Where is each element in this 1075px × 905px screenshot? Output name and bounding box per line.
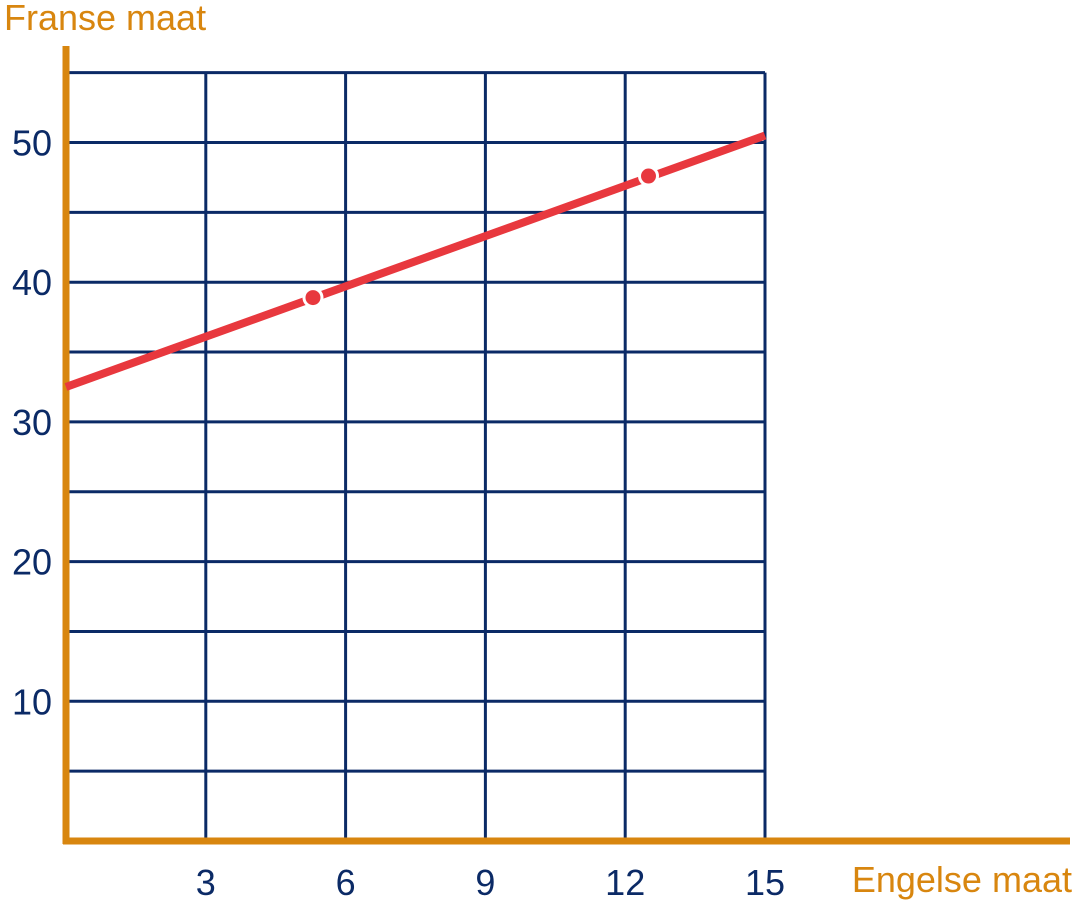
y-tick-label: 50 xyxy=(12,123,52,164)
x-axis-title: Engelse maat xyxy=(852,859,1072,900)
data-point xyxy=(302,287,324,309)
y-axis-title: Franse maat xyxy=(4,0,206,38)
data-series xyxy=(64,131,767,391)
y-tick-label: 10 xyxy=(12,681,52,722)
x-tick-label: 9 xyxy=(475,862,495,903)
x-tick-label: 6 xyxy=(336,862,356,903)
data-point xyxy=(638,165,659,187)
axes xyxy=(62,46,1070,845)
x-tick-label: 15 xyxy=(745,862,785,903)
x-tick-label: 12 xyxy=(605,862,645,903)
labels: Franse maat Engelse maat 3 6 9 12 15 10 20 30 40… xyxy=(4,0,1072,903)
y-tick-label: 30 xyxy=(12,402,52,443)
grid xyxy=(66,71,767,841)
series-line xyxy=(64,131,767,391)
x-tick-label: 3 xyxy=(196,862,216,903)
y-tick-label: 20 xyxy=(12,542,52,583)
y-tick-label: 40 xyxy=(12,262,52,303)
